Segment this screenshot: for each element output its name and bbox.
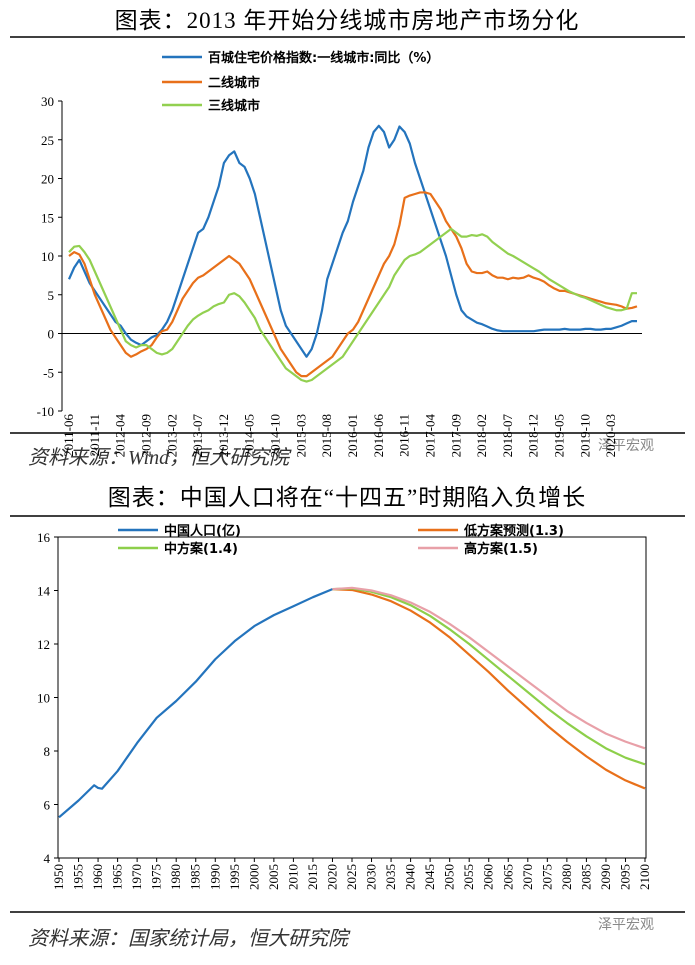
y-tick-label: 6 bbox=[44, 798, 51, 813]
x-tick-label: 2011-11 bbox=[87, 414, 102, 456]
x-tick-label: 1980 bbox=[168, 864, 183, 890]
x-tick-label: 2030 bbox=[364, 864, 379, 890]
legend-label: 三线城市 bbox=[208, 98, 260, 114]
x-tick-label: 2005 bbox=[266, 864, 281, 890]
x-tick-label: 2010 bbox=[285, 864, 300, 890]
legend-label: 低方案预测(1.3) bbox=[463, 523, 564, 539]
y-tick-label: 25 bbox=[41, 133, 54, 148]
series-line bbox=[332, 587, 646, 766]
x-tick-label: 2075 bbox=[539, 864, 554, 890]
chart-title: 图表：2013 年开始分线城市房地产市场分化 bbox=[115, 8, 580, 33]
x-tick-label: 2019-05 bbox=[552, 414, 567, 457]
x-tick-label: 1970 bbox=[129, 864, 144, 890]
x-tick-label: 2090 bbox=[598, 864, 613, 890]
chart-title: 图表：中国人口将在“十四五”时期陷入负增长 bbox=[108, 485, 586, 510]
source: 资料来源：国家统计局，恒大研究院 bbox=[28, 928, 351, 950]
y-tick-label: -10 bbox=[37, 404, 54, 419]
x-tick-label: 1985 bbox=[188, 864, 203, 890]
x-tick-label: 2013-12 bbox=[216, 414, 231, 457]
x-tick-label: 2020 bbox=[324, 864, 339, 890]
x-tick-label: 2015-08 bbox=[319, 414, 334, 457]
y-tick-label: 0 bbox=[48, 327, 55, 342]
y-tick-label: 30 bbox=[41, 94, 54, 109]
x-tick-label: 2040 bbox=[403, 864, 418, 890]
x-tick-label: 2018-12 bbox=[526, 414, 541, 457]
series-line bbox=[58, 588, 333, 819]
x-tick-label: 1950 bbox=[51, 864, 66, 890]
x-tick-label: 1975 bbox=[149, 864, 164, 890]
legend-label: 中国人口(亿) bbox=[164, 523, 241, 539]
x-tick-label: 2018-02 bbox=[474, 414, 489, 457]
legend-label: 二线城市 bbox=[208, 75, 260, 91]
x-tick-label: 2050 bbox=[442, 864, 457, 890]
x-tick-label: 2000 bbox=[246, 864, 261, 890]
x-tick-label: 2035 bbox=[383, 864, 398, 890]
x-tick-label: 1990 bbox=[207, 864, 222, 890]
x-tick-label: 2019-10 bbox=[577, 414, 592, 457]
x-tick-label: 2095 bbox=[617, 864, 632, 890]
x-tick-label: 2013-02 bbox=[164, 414, 179, 457]
y-tick-label: 4 bbox=[44, 851, 51, 866]
series-line bbox=[332, 586, 646, 750]
x-tick-label: 2012-04 bbox=[113, 414, 128, 458]
y-tick-label: 16 bbox=[37, 530, 51, 545]
x-tick-label: 1960 bbox=[90, 864, 105, 890]
x-tick-label: 1965 bbox=[110, 864, 125, 890]
x-tick-label: 1955 bbox=[71, 864, 86, 890]
legend-label: 百城住宅价格指数:一线城市:同比（%） bbox=[208, 50, 439, 66]
x-tick-label: 2011-06 bbox=[61, 414, 76, 457]
x-tick-label: 2100 bbox=[637, 864, 652, 890]
x-tick-label: 2055 bbox=[461, 864, 476, 890]
x-tick-label: 2060 bbox=[481, 864, 496, 890]
x-tick-label: 2020-03 bbox=[603, 414, 618, 457]
x-tick-label: 2017-09 bbox=[448, 414, 463, 457]
x-tick-label: 2012-09 bbox=[138, 414, 153, 457]
series-line bbox=[332, 588, 646, 790]
y-tick-label: -5 bbox=[43, 365, 54, 380]
x-tick-label: 2065 bbox=[500, 864, 515, 890]
y-tick-label: 12 bbox=[37, 637, 50, 652]
x-tick-label: 2013-07 bbox=[190, 414, 205, 458]
legend-label: 高方案(1.5) bbox=[464, 541, 538, 557]
y-tick-label: 10 bbox=[37, 691, 50, 706]
series-line bbox=[67, 124, 637, 358]
x-tick-label: 2014-05 bbox=[242, 414, 257, 457]
y-tick-label: 10 bbox=[41, 249, 54, 264]
x-tick-label: 2016-01 bbox=[345, 414, 360, 457]
x-tick-label: 2025 bbox=[344, 864, 359, 890]
watermark: 泽平宏观 bbox=[598, 917, 654, 933]
series-line bbox=[68, 227, 637, 383]
y-tick-label: 20 bbox=[41, 172, 54, 187]
y-tick-label: 15 bbox=[41, 210, 54, 225]
x-tick-label: 1995 bbox=[227, 864, 242, 890]
x-tick-label: 2014-10 bbox=[268, 414, 283, 457]
x-tick-label: 2070 bbox=[520, 864, 535, 890]
watermark: 泽平宏观 bbox=[598, 438, 654, 454]
y-tick-label: 14 bbox=[37, 584, 51, 599]
x-tick-label: 2045 bbox=[422, 864, 437, 890]
legend-label: 中方案(1.4) bbox=[164, 541, 238, 557]
x-tick-label: 2080 bbox=[559, 864, 574, 890]
x-tick-label: 2016-06 bbox=[371, 414, 386, 458]
series-line bbox=[68, 191, 638, 378]
x-tick-label: 2017-04 bbox=[422, 414, 437, 458]
x-tick-label: 2015-03 bbox=[293, 414, 308, 457]
x-tick-label: 2015 bbox=[305, 864, 320, 890]
x-tick-label: 2016-11 bbox=[397, 414, 412, 457]
y-tick-label: 8 bbox=[44, 744, 51, 759]
x-tick-label: 2018-07 bbox=[500, 414, 515, 458]
y-tick-label: 5 bbox=[48, 288, 55, 303]
x-tick-label: 2085 bbox=[578, 864, 593, 890]
source: 资料来源：Wind，恒大研究院 bbox=[28, 447, 292, 469]
